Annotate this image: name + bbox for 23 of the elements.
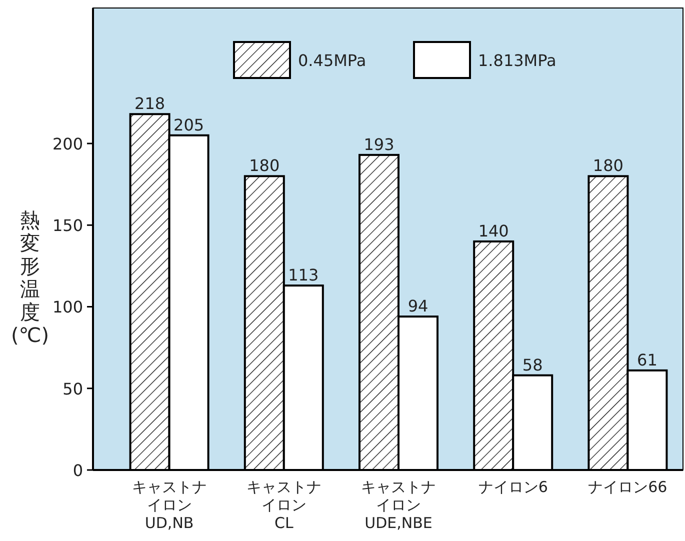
x-tick-label: ナイロン66: [588, 478, 668, 496]
legend-label: 0.45MPa: [298, 51, 366, 70]
data-label: 94: [408, 296, 428, 316]
x-tick-label: キャストナイロン UD,NB: [132, 478, 207, 532]
y-tick-label: 150: [52, 216, 83, 236]
y-tick-label: 100: [52, 298, 83, 317]
y-tick-label: 50: [62, 379, 83, 398]
data-label: 180: [592, 156, 624, 176]
y-tick-label: 0: [72, 461, 83, 480]
data-label: 193: [364, 134, 394, 154]
data-label: 61: [637, 350, 658, 370]
x-tick-label: キャストナイロン CL: [246, 478, 322, 532]
x-tick-label: キャストナイロン UDE,NBE: [361, 478, 436, 532]
y-axis-title: 熱変形温度(℃): [10, 208, 50, 347]
data-label: 140: [478, 221, 509, 240]
legend-label: 1.813MPa: [478, 51, 556, 70]
data-label: 113: [288, 266, 319, 285]
data-label: 205: [174, 115, 204, 134]
data-label: 58: [522, 355, 543, 374]
y-tick-label: 200: [52, 134, 83, 154]
data-label: 180: [249, 156, 280, 176]
data-label: 218: [134, 94, 166, 114]
x-tick-label: ナイロン6: [478, 478, 548, 496]
